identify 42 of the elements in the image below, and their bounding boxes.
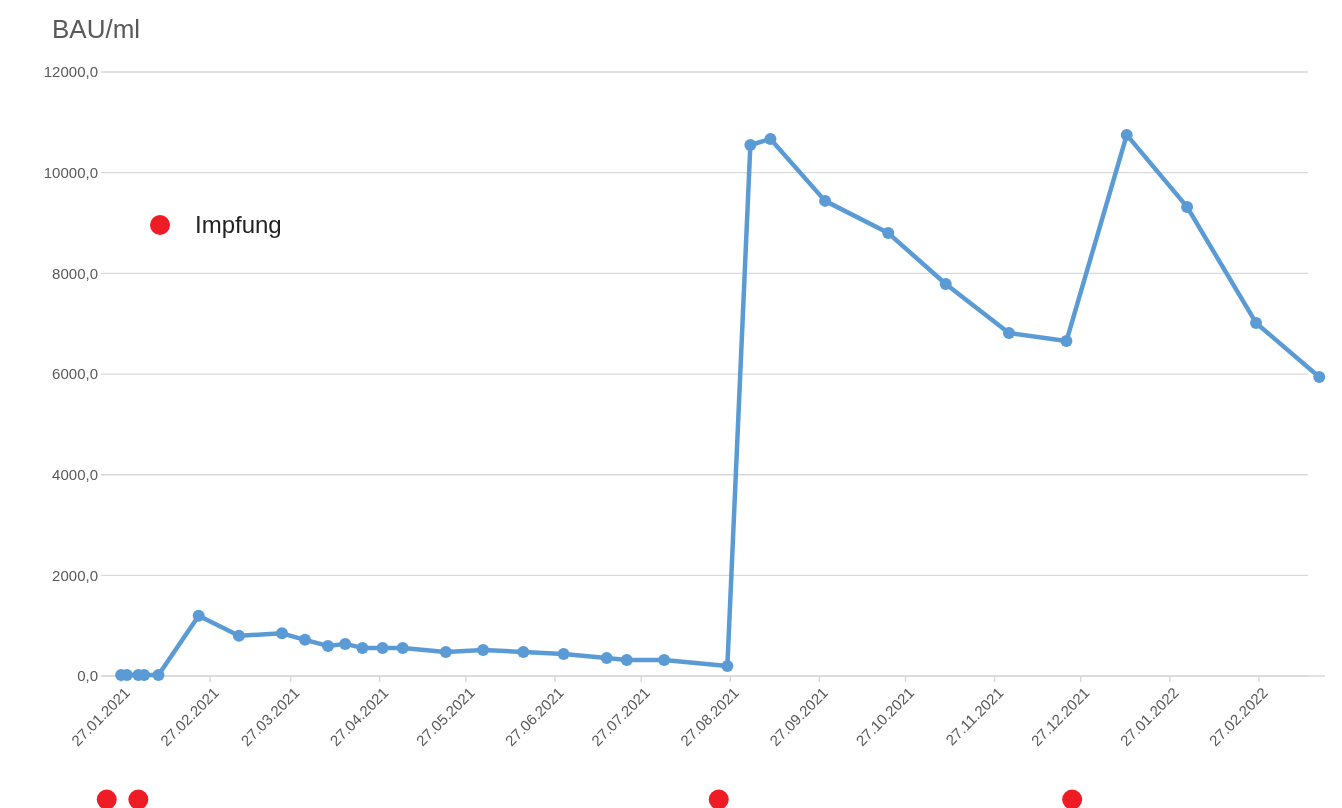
point [744,139,757,151]
legend-label: Impfung [195,211,282,239]
point [819,194,832,207]
y-tick-label: 4000,0 [52,465,98,483]
y-tick-label: 8000,0 [52,264,98,282]
y-tick-label: 0,0 [77,667,98,685]
point [1062,789,1083,808]
point [396,641,409,654]
point [1120,128,1133,141]
point [557,647,570,660]
point [232,629,245,642]
point [1060,335,1073,348]
point [600,651,613,664]
point [276,627,289,640]
point [658,654,671,666]
point [1250,316,1263,329]
point [477,643,490,656]
y-axis-title: BAU/ml [52,14,141,44]
point [299,633,311,646]
point [356,641,369,654]
point [517,645,530,658]
point [321,639,334,652]
point [376,641,389,654]
point [1181,200,1194,213]
point [721,660,734,673]
point [339,637,352,650]
point [192,609,205,622]
point [96,789,117,808]
point [1002,327,1015,340]
point [708,789,729,808]
y-tick-label: 6000,0 [52,365,98,383]
point [939,277,952,290]
point [882,227,895,240]
point [439,645,452,658]
y-tick-label: 2000,0 [52,566,98,584]
point [764,132,777,145]
point [1313,371,1326,384]
y-tick-label: 12000,0 [43,63,98,81]
y-tick-label: 10000,0 [43,163,98,181]
point [128,789,149,808]
point [152,669,165,682]
point [620,654,633,666]
